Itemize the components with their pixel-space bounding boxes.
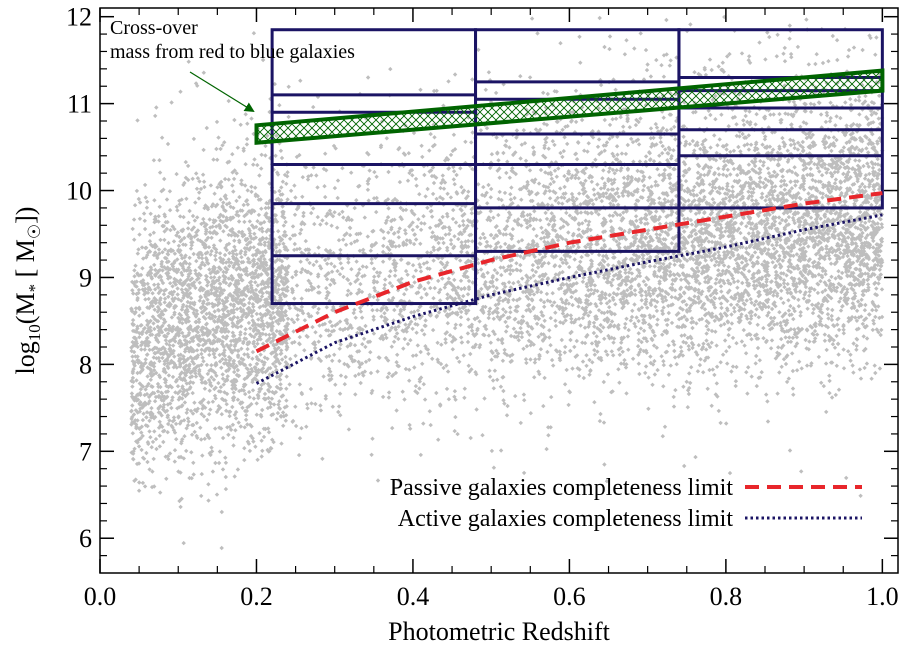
- annotation-line-2: mass from red to blue galaxies: [110, 41, 355, 63]
- series-line-2: [255, 213, 883, 385]
- x-tick-label: 0.8: [710, 582, 743, 611]
- y-label-open: (M: [11, 292, 40, 324]
- y-label-unit: [ M: [11, 239, 40, 277]
- scatter-point-cloud: [129, 14, 885, 551]
- x-tick-label: 0.0: [84, 582, 117, 611]
- y-label-close: ]): [11, 207, 40, 224]
- legend-active-label: Active galaxies completeness limit: [398, 506, 734, 532]
- plot-frame: [99, 7, 899, 574]
- bin-column-3: [677, 28, 884, 210]
- y-axis-label: log10(M* [ M☉]): [11, 207, 44, 375]
- completeness-lines: [255, 191, 883, 385]
- y-tick-label: 9: [79, 263, 92, 292]
- y-label-sun: ☉: [25, 224, 44, 239]
- x-tick-label: 0.2: [240, 582, 273, 611]
- crossover-band: [254, 68, 885, 145]
- annotation-arrow: [189, 71, 255, 113]
- x-tick-label: 1.0: [866, 582, 899, 611]
- y-label-sub: 10: [25, 324, 44, 341]
- bin-column-1: [270, 28, 478, 306]
- y-tick-label: 8: [79, 350, 92, 379]
- axis-ticks: [99, 8, 898, 573]
- scatter-points: [129, 14, 885, 551]
- series-line-1: [255, 191, 883, 354]
- y-tick-label: 11: [67, 90, 92, 119]
- y-label-log: log: [11, 341, 40, 374]
- legend: Passive galaxies completeness limit Acti…: [390, 475, 862, 532]
- x-tick-label: 0.4: [397, 582, 430, 611]
- legend-passive-label: Passive galaxies completeness limit: [390, 475, 734, 501]
- x-tick-label: 0.6: [553, 582, 586, 611]
- y-tick-label: 12: [66, 3, 92, 32]
- y-tick-label: 10: [66, 177, 92, 206]
- y-tick-label: 7: [79, 437, 92, 466]
- crossover-annotation: Cross-over mass from red to blue galaxie…: [110, 17, 355, 113]
- tick-labels: 0.0 0.2 0.4 0.6 0.8 1.0 6 7 8 9 10 11 12: [66, 3, 899, 611]
- crossover-band-polygon: [254, 68, 885, 145]
- y-tick-label: 6: [79, 524, 92, 553]
- annotation-line-1: Cross-over: [110, 17, 198, 39]
- y-label-star: *: [25, 284, 44, 293]
- x-axis-label: Photometric Redshift: [388, 617, 610, 646]
